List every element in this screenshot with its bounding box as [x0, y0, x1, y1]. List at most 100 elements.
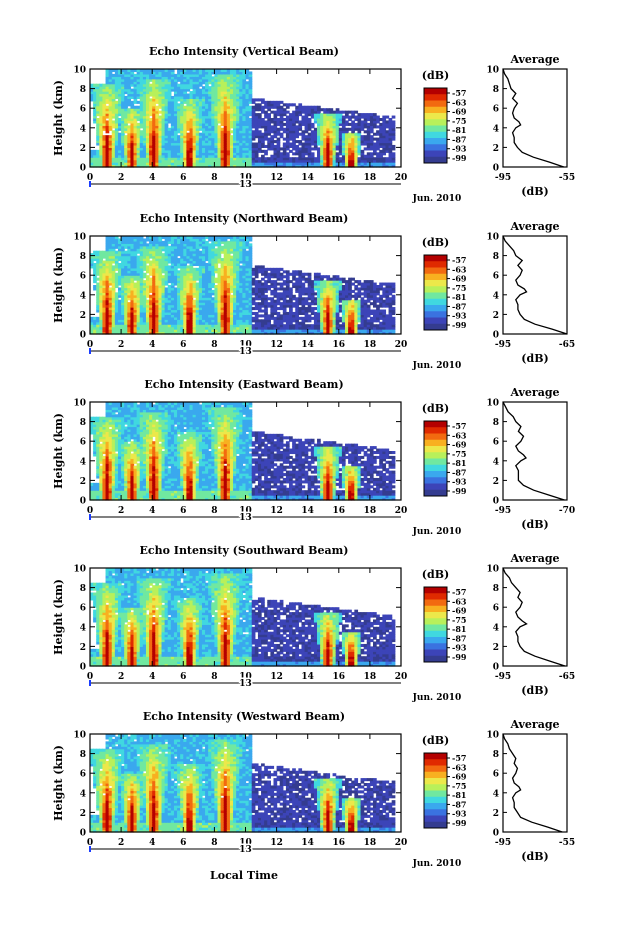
heatmap-cell — [183, 152, 188, 156]
heatmap-cell — [248, 304, 253, 308]
heatmap-cell — [223, 248, 228, 252]
heatmap-cell — [105, 236, 110, 240]
heatmap-cell — [295, 110, 299, 114]
heatmap-cell — [248, 329, 253, 333]
heatmap-cell — [136, 302, 141, 306]
heatmap-cell — [158, 248, 163, 252]
heatmap-cell — [145, 91, 150, 95]
heatmap-cell — [242, 245, 247, 249]
heatmap-cell — [170, 287, 175, 291]
heatmap-cell — [189, 127, 194, 131]
heatmap-cell — [351, 144, 355, 148]
heatmap-cell — [335, 159, 340, 163]
heatmap-cell — [127, 149, 132, 153]
heatmap-cell — [391, 152, 396, 156]
heatmap-cell — [385, 125, 390, 129]
heatmap-cell — [105, 253, 110, 257]
heatmap-cell — [152, 250, 156, 254]
heatmap-cell — [152, 316, 156, 320]
y-tick-label: 0 — [80, 164, 86, 174]
heatmap-cell — [145, 299, 150, 303]
heatmap-cell — [99, 255, 104, 259]
heatmap-cell — [158, 142, 163, 146]
heatmap-cell — [248, 164, 253, 168]
heatmap-cell — [167, 250, 172, 254]
heatmap-cell — [332, 122, 337, 126]
heatmap-cell — [173, 297, 178, 301]
heatmap-cell — [285, 140, 290, 144]
heatmap-cell — [139, 240, 144, 244]
heatmap-cell — [189, 294, 194, 298]
heatmap-cell — [326, 152, 331, 156]
heatmap-cell — [173, 245, 178, 249]
heatmap-cell — [251, 132, 256, 136]
heatmap-cell — [161, 103, 166, 107]
heatmap-cell — [186, 157, 191, 161]
heatmap-cell — [167, 142, 172, 146]
heatmap-cell — [130, 120, 135, 124]
heatmap-cell — [114, 297, 119, 301]
heatmap-cell — [93, 154, 97, 158]
heatmap-cell — [329, 130, 334, 134]
heatmap-cell — [121, 272, 125, 276]
heatmap-cell — [223, 236, 228, 240]
heatmap-cell — [229, 147, 234, 151]
heatmap-cell — [223, 280, 228, 284]
heatmap-cell — [127, 86, 132, 90]
heatmap-cell — [127, 78, 132, 82]
y-tick-label: 8 — [80, 85, 86, 95]
heatmap-cell — [117, 265, 122, 269]
heatmap-cell — [211, 280, 215, 284]
heatmap-cell — [273, 147, 278, 151]
heatmap-cell — [167, 78, 172, 82]
heatmap-cell — [149, 289, 153, 293]
heatmap-cell — [217, 331, 222, 335]
heatmap-cell — [133, 83, 138, 87]
heatmap-cell — [152, 275, 156, 279]
heatmap-cell — [102, 311, 107, 315]
heatmap-cell — [133, 258, 138, 262]
heatmap-cell — [139, 154, 144, 158]
heatmap-cell — [323, 142, 327, 146]
heatmap-cell — [180, 147, 184, 151]
heatmap-cell — [173, 73, 178, 77]
heatmap-cell — [360, 162, 365, 166]
heatmap-cell — [121, 91, 125, 95]
heatmap-cell — [229, 326, 234, 330]
heatmap-cell — [105, 285, 110, 289]
heatmap-cell — [236, 292, 240, 296]
heatmap-cell — [201, 105, 206, 109]
heatmap-cell — [149, 88, 153, 92]
heatmap-cell — [310, 108, 315, 112]
heatmap-cell — [217, 277, 222, 281]
heatmap-cell — [279, 157, 284, 161]
heatmap-cell — [251, 108, 256, 112]
heatmap-cell — [170, 125, 175, 129]
heatmap-cell — [186, 103, 191, 107]
heatmap-cell — [217, 292, 222, 296]
heatmap-cell — [270, 120, 275, 124]
heatmap-cell — [211, 130, 215, 134]
heatmap-cell — [177, 272, 181, 276]
heatmap-cell — [326, 130, 331, 134]
heatmap-cell — [226, 120, 231, 124]
heatmap-cell — [198, 147, 203, 151]
heatmap-cell — [177, 238, 181, 242]
heatmap-cell — [96, 255, 100, 259]
heatmap-cell — [267, 144, 271, 148]
heatmap-cell — [136, 311, 141, 315]
heatmap-cell — [360, 154, 365, 158]
heatmap-cell — [201, 262, 206, 266]
heatmap-cell — [155, 100, 160, 104]
heatmap-cell — [226, 316, 231, 320]
heatmap-cell — [183, 81, 188, 85]
heatmap-cell — [220, 245, 225, 249]
heatmap-cell — [248, 280, 253, 284]
heatmap-cell — [127, 250, 132, 254]
heatmap-cell — [208, 115, 212, 119]
heatmap-cell — [245, 130, 250, 134]
heatmap-cell — [145, 292, 150, 296]
heatmap-cell — [229, 159, 234, 163]
heatmap-cell — [233, 144, 237, 148]
heatmap-cell — [124, 149, 128, 153]
